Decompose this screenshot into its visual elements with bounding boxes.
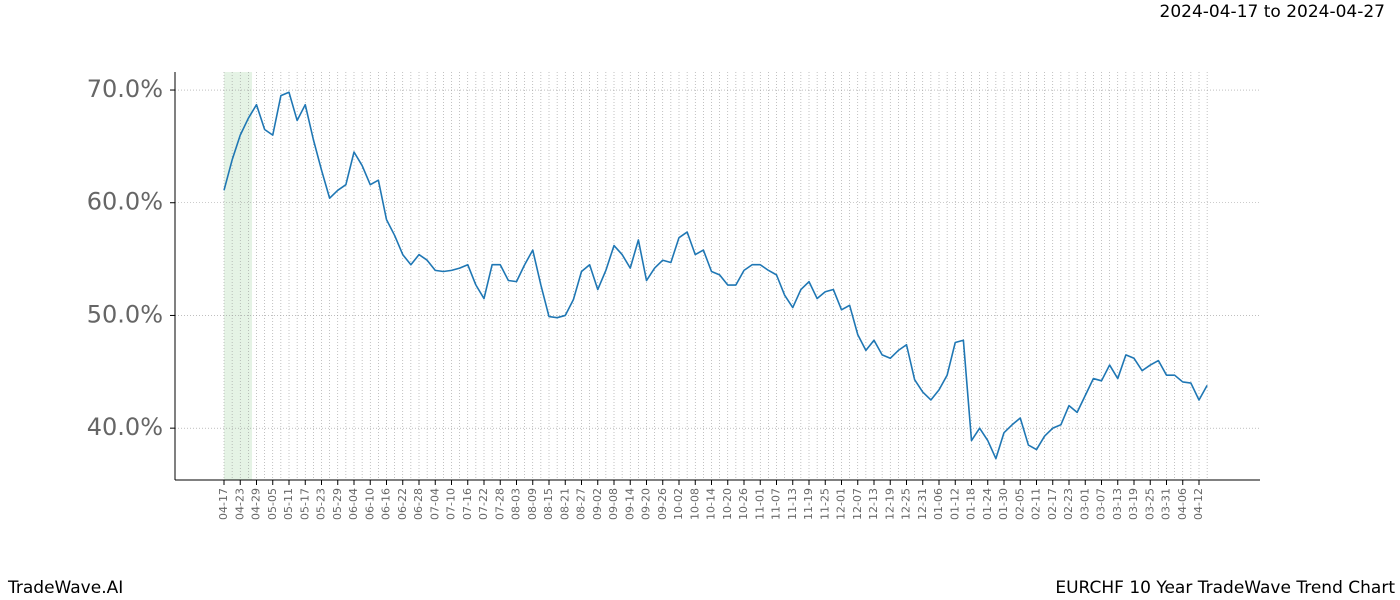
x-tick-label: 09-02: [591, 488, 604, 520]
x-tick-label: 05-29: [331, 488, 344, 520]
x-tick-label: 10-26: [737, 488, 750, 520]
x-tick-label: 11-19: [802, 488, 815, 520]
x-tick-label: 03-19: [1127, 488, 1140, 520]
x-tick-label: 03-25: [1143, 488, 1156, 520]
x-tick-label: 01-18: [965, 488, 978, 520]
x-tick-label: 12-13: [867, 488, 880, 520]
x-tick-label: 12-01: [835, 488, 848, 520]
x-tick-label: 04-12: [1192, 488, 1205, 520]
x-tick-label: 03-31: [1160, 488, 1173, 520]
x-tick-label: 07-16: [461, 488, 474, 520]
x-tick-label: 11-25: [818, 488, 831, 520]
x-tick-label: 11-07: [770, 488, 783, 520]
x-tick-label: 11-01: [753, 488, 766, 520]
x-tick-label: 07-22: [477, 488, 490, 520]
x-tick-label: 06-28: [412, 488, 425, 520]
x-tick-label: 12-31: [916, 488, 929, 520]
x-tick-label: 12-19: [883, 488, 896, 520]
x-tick-label: 08-27: [575, 488, 588, 520]
x-tick-label: 04-29: [250, 488, 263, 520]
x-tick-label: 02-05: [1013, 488, 1026, 520]
x-tick-label: 03-13: [1111, 488, 1124, 520]
x-tick-label: 01-12: [948, 488, 961, 520]
x-tick-label: 08-15: [542, 488, 555, 520]
grid: [175, 72, 1260, 480]
x-tick-label: 02-23: [1062, 488, 1075, 520]
x-tick-label: 10-14: [705, 488, 718, 520]
highlight-band: [224, 72, 252, 480]
x-tick-label: 07-10: [445, 488, 458, 520]
x-tick-label: 08-03: [510, 488, 523, 520]
x-tick-label: 01-06: [932, 488, 945, 520]
brand: TradeWave.AI: [7, 578, 123, 598]
x-tick-label: 03-01: [1078, 488, 1091, 520]
y-tick-label: 70.0%: [87, 75, 163, 103]
y-tick-label: 60.0%: [87, 188, 163, 216]
x-tick-label: 09-14: [623, 488, 636, 520]
x-tick-label: 07-28: [493, 488, 506, 520]
x-tick-label: 05-17: [298, 488, 311, 520]
x-tick-label: 02-17: [1046, 488, 1059, 520]
x-tick-label: 10-02: [672, 488, 685, 520]
x-tick-label: 12-07: [851, 488, 864, 520]
y-tick-label: 40.0%: [87, 413, 163, 441]
trend-line: [223, 91, 1208, 460]
x-tick-label: 09-20: [640, 488, 653, 520]
x-tick-label: 02-11: [1030, 488, 1043, 520]
x-tick-label: 04-06: [1176, 488, 1189, 520]
plot: [223, 91, 1208, 460]
x-tick-label: 07-04: [428, 488, 441, 520]
x-tick-label: 10-08: [688, 488, 701, 520]
x-tick-label: 01-24: [981, 488, 994, 520]
x-tick-label: 06-04: [347, 488, 360, 520]
x-tick-label: 05-11: [282, 488, 295, 520]
x-tick-label: 03-07: [1095, 488, 1108, 520]
x-tick-label: 10-20: [721, 488, 734, 520]
x-tick-label: 08-21: [558, 488, 571, 520]
x-tick-label: 06-16: [380, 488, 393, 520]
x-tick-label: 01-30: [997, 488, 1010, 520]
x-tick-label: 04-23: [233, 488, 246, 520]
x-tick-label: 09-26: [656, 488, 669, 520]
x-tick-label: 05-05: [266, 488, 279, 520]
x-tick-label: 04-17: [217, 488, 230, 520]
x-tick-label: 09-08: [607, 488, 620, 520]
x-tick-label: 05-23: [315, 488, 328, 520]
y-tick-label: 50.0%: [87, 300, 163, 328]
header-range: 2024-04-17 to 2024-04-27: [1160, 2, 1385, 22]
x-tick-label: 06-22: [396, 488, 409, 520]
x-tick-label: 12-25: [900, 488, 913, 520]
chart-caption: EURCHF 10 Year TradeWave Trend Chart: [1055, 578, 1395, 598]
x-tick-label: 11-13: [786, 488, 799, 520]
x-tick-label: 08-09: [526, 488, 539, 520]
x-tick-label: 06-10: [363, 488, 376, 520]
